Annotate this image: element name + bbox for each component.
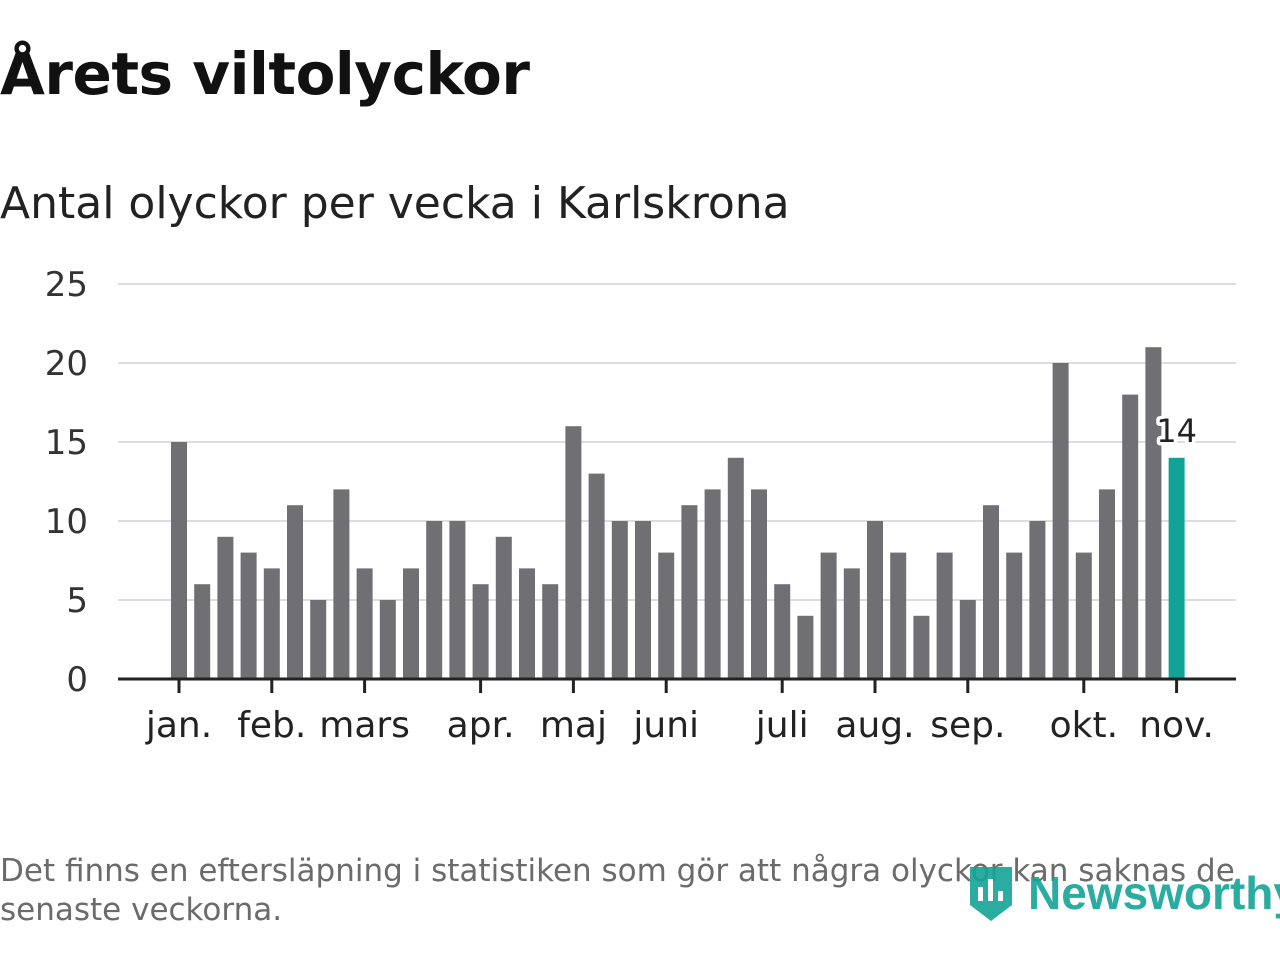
bar (449, 521, 466, 679)
bar (426, 521, 443, 679)
bar (519, 568, 535, 679)
bar (1029, 521, 1046, 679)
newsworthy-logo-icon (970, 867, 1012, 921)
bar (356, 568, 373, 679)
bar-highlighted (1168, 457, 1185, 679)
bar (983, 505, 999, 679)
bar (263, 568, 280, 679)
chart-title: Årets viltolyckor (0, 40, 530, 108)
y-tick-label: 25 (45, 265, 88, 305)
bar (565, 426, 582, 679)
bar (495, 536, 512, 679)
x-tick-label: jan. (145, 705, 212, 746)
bar (681, 505, 698, 679)
x-tick-label: juli (755, 705, 809, 746)
bar (704, 489, 721, 679)
bar (588, 473, 605, 679)
bar (171, 442, 187, 679)
y-tick-label: 5 (66, 581, 88, 621)
y-tick-label: 20 (45, 344, 88, 384)
bar (333, 489, 350, 679)
x-tick-label: sep. (930, 705, 1005, 746)
bar (379, 600, 396, 679)
bar (1052, 363, 1069, 679)
bar-chart: 0 5 10 15 20 25 jan. feb. mars apr. maj juni juli au… (45, 265, 1236, 746)
bar (867, 521, 883, 679)
bar (890, 552, 907, 679)
x-tick-label: aug. (835, 705, 914, 746)
y-axis-ticks: 0 5 10 15 20 25 (45, 265, 88, 700)
x-tick-label: nov. (1139, 705, 1214, 746)
gridlines (118, 283, 1236, 601)
bar (1006, 552, 1023, 679)
bar (797, 615, 814, 679)
x-tick-label: juni (632, 705, 699, 746)
x-tick-label: maj (540, 705, 607, 746)
value-labels: 14 (1153, 408, 1201, 453)
bar (310, 600, 327, 679)
y-tick-label: 10 (45, 502, 88, 542)
highlight-value-label: 14 (1156, 412, 1197, 450)
x-tick-label: mars (319, 705, 410, 746)
bar (820, 552, 837, 679)
bar (217, 536, 234, 679)
bar (658, 552, 675, 679)
bar (194, 584, 211, 679)
bar (727, 457, 744, 679)
y-tick-label: 15 (45, 423, 88, 463)
bar (1075, 552, 1092, 679)
bar (240, 552, 257, 679)
footnote: Det finns en eftersläpning i statistiken… (0, 853, 1235, 928)
bar (913, 615, 930, 679)
bar (542, 584, 559, 679)
x-tick-label: feb. (237, 705, 306, 746)
chart-subtitle: Antal olyckor per vecka i Karlskrona (0, 178, 790, 229)
bar (751, 489, 767, 679)
bar (611, 521, 628, 679)
bar (1145, 347, 1162, 679)
brand-name: Newsworthy (1028, 867, 1280, 919)
bar (959, 600, 976, 679)
bar (635, 521, 651, 679)
bar (1122, 394, 1139, 679)
bar (774, 584, 791, 679)
bars (171, 347, 1185, 679)
bar (936, 552, 953, 679)
bar (843, 568, 860, 679)
x-axis-ticks: jan. feb. mars apr. maj juni juli aug. sep. okt. n… (145, 679, 1214, 746)
bar (472, 584, 489, 679)
x-tick-label: okt. (1050, 705, 1118, 746)
bar (287, 505, 303, 679)
y-tick-label: 0 (66, 660, 88, 700)
bar (403, 568, 419, 679)
brand-logo: Newsworthy (966, 860, 1280, 926)
bar (1099, 489, 1115, 679)
x-tick-label: apr. (447, 705, 515, 746)
